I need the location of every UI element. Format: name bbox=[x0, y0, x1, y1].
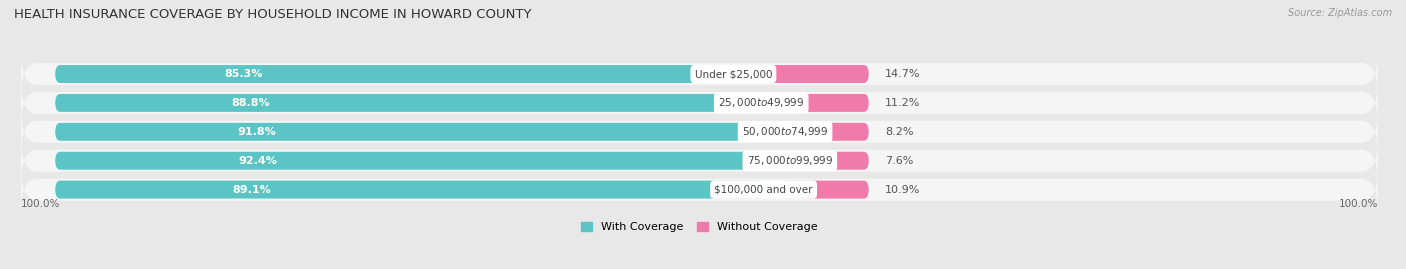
Text: 100.0%: 100.0% bbox=[1339, 199, 1378, 209]
FancyBboxPatch shape bbox=[752, 65, 869, 83]
FancyBboxPatch shape bbox=[55, 123, 785, 141]
FancyBboxPatch shape bbox=[780, 94, 869, 112]
FancyBboxPatch shape bbox=[804, 123, 869, 141]
Text: $75,000 to $99,999: $75,000 to $99,999 bbox=[747, 154, 832, 167]
FancyBboxPatch shape bbox=[21, 166, 1378, 213]
Text: 89.1%: 89.1% bbox=[232, 185, 271, 194]
Text: 14.7%: 14.7% bbox=[886, 69, 921, 79]
Legend: With Coverage, Without Coverage: With Coverage, Without Coverage bbox=[581, 222, 818, 232]
Text: 8.2%: 8.2% bbox=[886, 127, 914, 137]
Text: $100,000 and over: $100,000 and over bbox=[714, 185, 813, 194]
Text: 11.2%: 11.2% bbox=[886, 98, 921, 108]
FancyBboxPatch shape bbox=[55, 94, 761, 112]
Text: 7.6%: 7.6% bbox=[886, 156, 914, 166]
Text: $25,000 to $49,999: $25,000 to $49,999 bbox=[718, 96, 804, 109]
Text: 10.9%: 10.9% bbox=[886, 185, 921, 194]
FancyBboxPatch shape bbox=[55, 181, 763, 199]
FancyBboxPatch shape bbox=[55, 152, 790, 170]
Text: HEALTH INSURANCE COVERAGE BY HOUSEHOLD INCOME IN HOWARD COUNTY: HEALTH INSURANCE COVERAGE BY HOUSEHOLD I… bbox=[14, 8, 531, 21]
Text: 85.3%: 85.3% bbox=[225, 69, 263, 79]
Text: 88.8%: 88.8% bbox=[232, 98, 270, 108]
Text: Source: ZipAtlas.com: Source: ZipAtlas.com bbox=[1288, 8, 1392, 18]
FancyBboxPatch shape bbox=[782, 181, 869, 199]
Text: 91.8%: 91.8% bbox=[238, 127, 277, 137]
FancyBboxPatch shape bbox=[21, 50, 1378, 98]
FancyBboxPatch shape bbox=[21, 79, 1378, 127]
FancyBboxPatch shape bbox=[808, 152, 869, 170]
FancyBboxPatch shape bbox=[55, 65, 734, 83]
Text: Under $25,000: Under $25,000 bbox=[695, 69, 772, 79]
Text: 92.4%: 92.4% bbox=[239, 156, 278, 166]
FancyBboxPatch shape bbox=[21, 137, 1378, 184]
Text: $50,000 to $74,999: $50,000 to $74,999 bbox=[742, 125, 828, 138]
Text: 100.0%: 100.0% bbox=[21, 199, 60, 209]
FancyBboxPatch shape bbox=[21, 108, 1378, 155]
